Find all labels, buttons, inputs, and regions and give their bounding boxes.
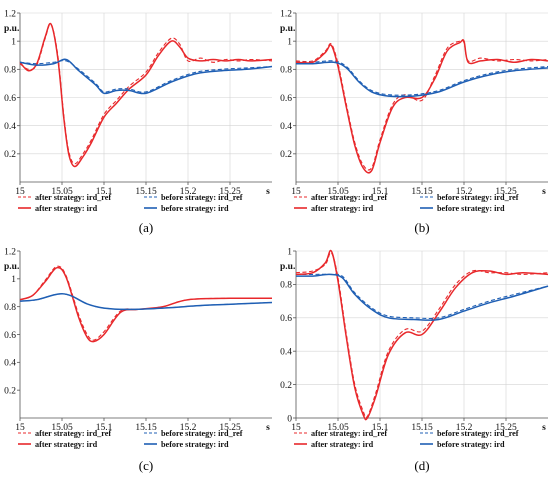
legend-entry: after strategy: ird_ref bbox=[35, 429, 111, 438]
y-axis-label: p.u. bbox=[280, 262, 295, 272]
x-tick-label: 15.1 bbox=[372, 187, 389, 197]
x-tick-label: 15.05 bbox=[51, 423, 73, 433]
y-tick-label: 1 bbox=[11, 37, 16, 47]
x-tick-label: 15.15 bbox=[411, 423, 433, 433]
x-tick-label: 15.2 bbox=[180, 423, 197, 433]
x-tick-label: 15.2 bbox=[180, 187, 197, 197]
chart-panel-4: 0 0.2 0.4 0.6 0.8 1 p.u. 15 15.05 15.1 15.15 15.2 15… bbox=[280, 247, 549, 473]
y-tick-label: 1.2 bbox=[280, 9, 292, 19]
chart-panel-2: 0.2 0.4 0.6 0.8 1 1.2 p.u. 15 15.05 15.1 15.15 15.2… bbox=[280, 9, 549, 235]
x-tick-label: 15 bbox=[291, 423, 301, 433]
series-line-before-strategy-ird bbox=[295, 273, 549, 321]
y-tick-label: 0.6 bbox=[280, 94, 292, 104]
panel-caption: (a) bbox=[139, 220, 153, 235]
y-tick-label: 0.6 bbox=[4, 331, 16, 341]
legend-entry: after strategy: ird_ref bbox=[311, 193, 387, 202]
legend-entry: before strategy: ird_ref bbox=[437, 429, 519, 438]
y-tick-label: 0 bbox=[287, 414, 292, 424]
legend-entry: before strategy: ird_ref bbox=[161, 429, 243, 438]
legend-entry: after strategy: ird_ref bbox=[35, 193, 111, 202]
x-tick-label: 15.05 bbox=[327, 423, 349, 433]
x-tick-label: 15 bbox=[291, 187, 301, 197]
y-tick-label: 0.2 bbox=[4, 386, 16, 396]
chart-panel-3: 0.2 0.4 0.6 0.8 1 1.2 p.u. 15 15.05 15.1 15.15 15.2… bbox=[4, 247, 273, 473]
x-tick-label: 15.1 bbox=[372, 423, 389, 433]
legend-entry: after strategy: ird bbox=[311, 204, 374, 213]
series-line-before-strategy-ird bbox=[19, 293, 273, 311]
y-tick-label: 1 bbox=[287, 247, 292, 257]
series-line-after-strategy-ird bbox=[295, 249, 549, 421]
series-line-after-strategy-ird bbox=[295, 38, 549, 174]
x-tick-label: 15.25 bbox=[219, 423, 241, 433]
x-tick-label: 15.15 bbox=[411, 187, 433, 197]
x-tick-label: 15.15 bbox=[135, 187, 157, 197]
x-axis-label: s bbox=[266, 423, 270, 433]
y-tick-label: 0.8 bbox=[4, 66, 16, 76]
series-line-before-strategy-ird-ref bbox=[19, 59, 273, 93]
x-axis-label: s bbox=[542, 187, 546, 197]
x-tick-label: 15.2 bbox=[456, 423, 473, 433]
series-line-before-strategy-ird-ref bbox=[19, 293, 273, 310]
y-tick-label: 0.4 bbox=[280, 122, 292, 132]
y-tick-label: 1 bbox=[11, 275, 16, 285]
y-tick-label: 0.6 bbox=[280, 314, 292, 324]
y-tick-label: 0.8 bbox=[4, 303, 16, 313]
y-tick-label: 0.4 bbox=[4, 359, 16, 369]
y-tick-label: 0.2 bbox=[4, 150, 16, 160]
x-tick-label: 15.1 bbox=[96, 423, 113, 433]
panel-caption: (b) bbox=[414, 220, 429, 235]
y-tick-label: 0.2 bbox=[280, 381, 292, 391]
x-tick-label: 15.25 bbox=[495, 187, 517, 197]
y-tick-label: 0.4 bbox=[4, 122, 16, 132]
y-axis-label: p.u. bbox=[280, 24, 295, 34]
x-tick-label: 15 bbox=[15, 423, 25, 433]
x-axis-label: s bbox=[542, 423, 546, 433]
legend-entry: before strategy: ird bbox=[437, 440, 505, 449]
legend-entry: after strategy: ird bbox=[35, 204, 98, 213]
legend-entry: after strategy: ird_ref bbox=[311, 429, 387, 438]
legend-entry: after strategy: ird bbox=[311, 440, 374, 449]
legend-entry: before strategy: ird bbox=[437, 204, 505, 213]
y-axis-label: p.u. bbox=[4, 262, 19, 272]
x-axis-label: s bbox=[266, 187, 270, 197]
y-tick-label: 0.2 bbox=[280, 150, 292, 160]
x-tick-label: 15.05 bbox=[327, 187, 349, 197]
legend-entry: after strategy: ird bbox=[35, 440, 98, 449]
y-tick-label: 0.4 bbox=[280, 348, 292, 358]
y-tick-label: 0.8 bbox=[280, 281, 292, 291]
legend-entry: before strategy: ird_ref bbox=[161, 193, 243, 202]
x-tick-label: 15.2 bbox=[456, 187, 473, 197]
series-line-after-strategy-ird-ref bbox=[19, 265, 273, 341]
chart-panel-1: 0.2 0.4 0.6 0.8 1 1.2 p.u. 15 15.05 15.1 15.15 15.2… bbox=[4, 9, 273, 235]
y-tick-label: 1.2 bbox=[4, 9, 16, 19]
y-tick-label: 1.2 bbox=[4, 247, 16, 257]
y-tick-label: 1 bbox=[287, 37, 292, 47]
series-line-after-strategy-ird bbox=[19, 266, 273, 343]
x-tick-label: 15 bbox=[15, 187, 25, 197]
x-tick-label: 15.25 bbox=[495, 423, 517, 433]
panel-caption: (d) bbox=[414, 458, 429, 473]
panel-caption: (c) bbox=[139, 458, 153, 473]
legend-entry: before strategy: ird_ref bbox=[437, 193, 519, 202]
x-tick-label: 15.1 bbox=[96, 187, 113, 197]
legend-entry: before strategy: ird bbox=[161, 204, 229, 213]
series-line-before-strategy-ird bbox=[19, 58, 273, 95]
y-tick-label: 0.8 bbox=[280, 66, 292, 76]
series-line-before-strategy-ird bbox=[295, 61, 549, 98]
x-tick-label: 15.05 bbox=[51, 187, 73, 197]
x-tick-label: 15.15 bbox=[135, 423, 157, 433]
series-line-before-strategy-ird-ref bbox=[295, 60, 549, 96]
series-line-after-strategy-ird bbox=[19, 22, 273, 168]
y-axis-label: p.u. bbox=[4, 24, 19, 34]
y-tick-label: 0.6 bbox=[4, 94, 16, 104]
legend-entry: before strategy: ird bbox=[161, 440, 229, 449]
x-tick-label: 15.25 bbox=[219, 187, 241, 197]
